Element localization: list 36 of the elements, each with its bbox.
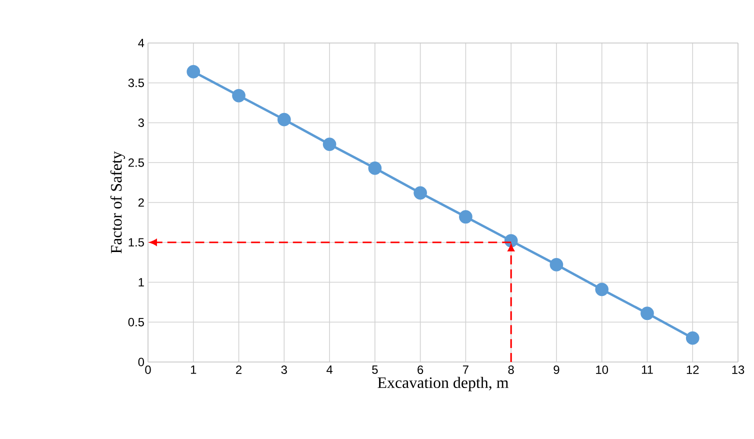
point — [232, 88, 246, 102]
x-tick-label: 6 — [418, 366, 424, 374]
point — [459, 210, 472, 224]
y-tick-label: 4 — [138, 38, 144, 48]
x-tick-label: 12 — [686, 366, 699, 374]
x-tick-label: 11 — [642, 366, 653, 374]
y-tick-label: 3 — [138, 118, 144, 127]
x-tick-label: 3 — [281, 366, 287, 374]
point — [550, 258, 564, 272]
point — [640, 306, 654, 320]
point — [595, 282, 609, 296]
x-tick-label: 1 — [190, 366, 196, 374]
point — [414, 186, 427, 200]
y-tick-label: 2 — [138, 198, 144, 207]
x-tick-label: 7 — [462, 366, 468, 374]
point — [368, 162, 382, 175]
x-tick-label: 8 — [508, 366, 514, 374]
x-tick-label: 9 — [554, 366, 560, 374]
point — [277, 112, 291, 126]
x-tick-label: 4 — [326, 366, 333, 374]
y-axis-title: Factor of Safety — [110, 151, 126, 254]
x-tick-label: 10 — [596, 366, 608, 374]
x-tick-label: 0 — [145, 366, 151, 374]
x-axis-title: Excavation depth, m — [378, 376, 508, 392]
x-tick-label: 13 — [732, 366, 744, 374]
y-tick-label: 0.5 — [128, 318, 144, 326]
y-tick-label: 3.5 — [128, 78, 144, 88]
point — [686, 331, 700, 345]
x-tick-label: 5 — [372, 366, 378, 374]
y-tick-label: 1 — [138, 278, 144, 286]
y-tick-label: 2.5 — [128, 158, 144, 167]
y-tick-label: 1.5 — [128, 238, 144, 247]
point — [322, 138, 336, 151]
x-tick-label: 2 — [236, 366, 242, 374]
y-tick-label: 0 — [138, 358, 144, 366]
point — [186, 65, 200, 78]
